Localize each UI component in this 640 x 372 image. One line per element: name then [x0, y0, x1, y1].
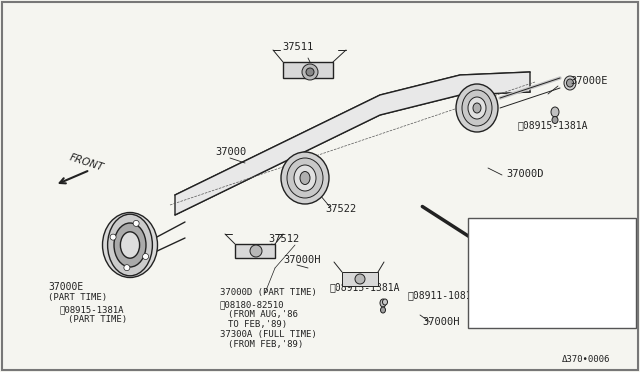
Text: 37000H: 37000H — [422, 317, 460, 327]
Ellipse shape — [120, 232, 140, 258]
Bar — [283, 62, 333, 78]
Text: (PART TIME): (PART TIME) — [48, 293, 107, 302]
Text: 37522: 37522 — [325, 204, 356, 214]
Text: TO FEB,'89): TO FEB,'89) — [228, 320, 287, 329]
Ellipse shape — [479, 296, 485, 304]
Ellipse shape — [510, 273, 526, 293]
Ellipse shape — [551, 107, 559, 117]
Ellipse shape — [468, 97, 486, 119]
Ellipse shape — [108, 214, 152, 276]
Bar — [342, 272, 378, 286]
Text: 37000D: 37000D — [506, 169, 543, 179]
Ellipse shape — [122, 235, 138, 255]
Ellipse shape — [566, 79, 573, 87]
Bar — [468, 218, 636, 328]
Ellipse shape — [462, 90, 492, 126]
Ellipse shape — [383, 299, 387, 305]
Text: (FROM AUG,'86: (FROM AUG,'86 — [228, 310, 298, 319]
Text: (FROM FEB,'89): (FROM FEB,'89) — [228, 340, 303, 349]
Text: 37512: 37512 — [268, 234, 300, 244]
Ellipse shape — [300, 171, 310, 185]
Text: 37521K: 37521K — [522, 224, 559, 234]
Ellipse shape — [478, 285, 486, 295]
Text: 37000H: 37000H — [283, 255, 321, 265]
Text: FRONT: FRONT — [68, 153, 106, 173]
Text: 37525: 37525 — [580, 224, 611, 234]
Ellipse shape — [514, 278, 522, 288]
Text: 37000: 37000 — [215, 147, 246, 157]
Circle shape — [302, 64, 318, 80]
Circle shape — [124, 264, 130, 271]
Bar — [235, 244, 275, 258]
Text: 37300A (FULL TIME): 37300A (FULL TIME) — [220, 330, 317, 339]
Text: 37000D (PART TIME): 37000D (PART TIME) — [220, 288, 317, 297]
Ellipse shape — [552, 116, 558, 124]
Text: Δ370•0006: Δ370•0006 — [562, 355, 611, 364]
Ellipse shape — [287, 158, 323, 198]
Text: 37000E: 37000E — [48, 282, 83, 292]
Ellipse shape — [564, 76, 576, 90]
Polygon shape — [175, 72, 530, 215]
Ellipse shape — [102, 212, 157, 278]
Circle shape — [250, 245, 262, 257]
Circle shape — [355, 274, 365, 284]
Ellipse shape — [294, 165, 316, 191]
Ellipse shape — [564, 255, 592, 289]
Ellipse shape — [381, 307, 385, 313]
Text: Ⓦ08915-1381A: Ⓦ08915-1381A — [330, 282, 401, 292]
Ellipse shape — [575, 268, 582, 276]
Text: ⓝ08911-1081G: ⓝ08911-1081G — [408, 290, 479, 300]
Ellipse shape — [505, 267, 531, 299]
Ellipse shape — [456, 84, 498, 132]
Ellipse shape — [473, 103, 481, 113]
Circle shape — [143, 253, 148, 260]
Ellipse shape — [380, 299, 386, 307]
Text: ⒴08180-82510: ⒴08180-82510 — [220, 300, 285, 309]
Text: Ⓦ08915-1381A: Ⓦ08915-1381A — [60, 305, 125, 314]
Circle shape — [133, 220, 139, 227]
Text: 37511: 37511 — [282, 42, 314, 52]
Ellipse shape — [570, 263, 586, 281]
Ellipse shape — [116, 227, 144, 263]
Text: 37000E: 37000E — [570, 76, 607, 86]
Text: (PART TIME): (PART TIME) — [68, 315, 127, 324]
Circle shape — [110, 234, 116, 240]
Ellipse shape — [281, 152, 329, 204]
Ellipse shape — [114, 223, 146, 267]
Ellipse shape — [499, 261, 537, 305]
Text: Ⓦ08915-1381A: Ⓦ08915-1381A — [518, 120, 589, 130]
Ellipse shape — [109, 219, 151, 271]
Circle shape — [306, 68, 314, 76]
Ellipse shape — [558, 249, 598, 295]
